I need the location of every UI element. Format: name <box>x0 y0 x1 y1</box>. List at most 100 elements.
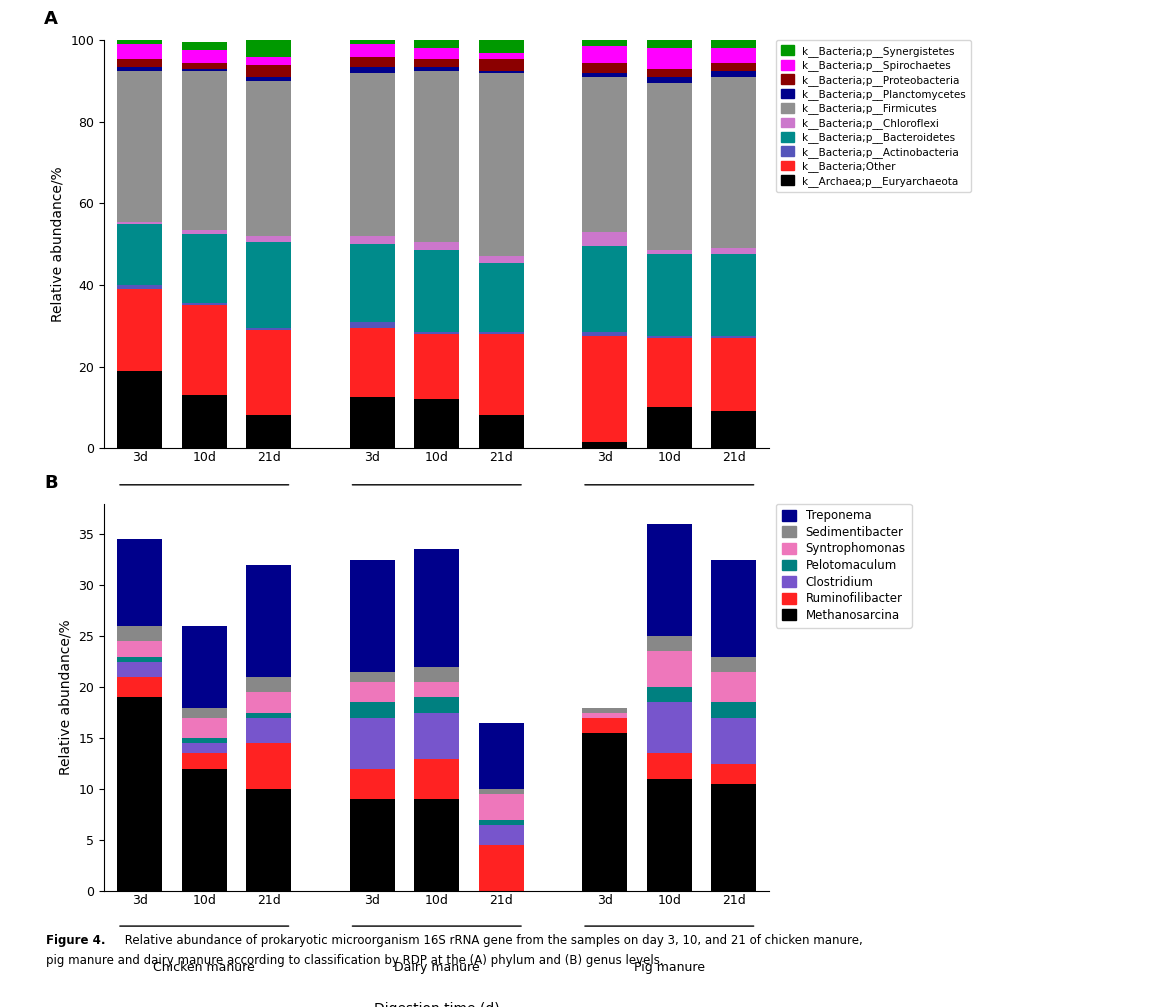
Bar <box>712 784 757 891</box>
Bar <box>647 251 692 255</box>
Bar <box>414 242 459 251</box>
Bar <box>647 703 692 753</box>
Bar <box>246 236 292 242</box>
Text: Dairy manure: Dairy manure <box>393 961 480 974</box>
Text: Pig manure: Pig manure <box>634 522 705 535</box>
Y-axis label: Relative abundance/%: Relative abundance/% <box>51 166 65 322</box>
Bar <box>414 58 459 66</box>
Bar <box>479 257 524 263</box>
Bar <box>712 62 757 70</box>
Text: A: A <box>44 10 58 28</box>
Bar <box>647 40 692 48</box>
Bar <box>349 703 395 718</box>
Bar <box>246 330 292 416</box>
Bar <box>182 753 227 768</box>
Bar <box>712 249 757 255</box>
Bar <box>182 230 227 234</box>
Bar <box>117 539 162 626</box>
Bar <box>414 800 459 891</box>
Bar <box>246 743 292 789</box>
Bar <box>246 82 292 236</box>
Bar <box>647 753 692 779</box>
Bar <box>117 66 162 70</box>
Bar <box>414 550 459 667</box>
Bar <box>712 255 757 336</box>
Bar <box>414 682 459 698</box>
Bar <box>414 48 459 58</box>
Bar <box>414 334 459 399</box>
Bar <box>349 560 395 672</box>
Bar <box>246 77 292 82</box>
Bar <box>479 825 524 845</box>
Bar <box>479 38 524 52</box>
Bar <box>712 560 757 657</box>
Bar <box>647 338 692 407</box>
Bar <box>582 713 627 718</box>
Bar <box>349 682 395 703</box>
Bar <box>349 56 395 66</box>
Bar <box>349 40 395 44</box>
Bar <box>479 820 524 825</box>
Bar <box>182 305 227 395</box>
Bar <box>246 328 292 330</box>
Bar <box>117 285 162 289</box>
Bar <box>246 677 292 692</box>
Bar <box>182 395 227 448</box>
Bar <box>349 73 395 236</box>
Bar <box>182 708 227 718</box>
Bar <box>414 667 459 682</box>
Bar <box>479 723 524 789</box>
Bar <box>246 713 292 718</box>
Bar <box>246 40 292 56</box>
Bar <box>582 442 627 448</box>
Text: Chicken manure: Chicken manure <box>154 961 256 974</box>
Bar <box>182 743 227 753</box>
Bar <box>117 626 162 641</box>
Bar <box>712 412 757 448</box>
Bar <box>349 244 395 321</box>
Bar <box>582 73 627 77</box>
Text: Digestion time (d): Digestion time (d) <box>374 1002 500 1007</box>
Bar <box>582 336 627 442</box>
Bar <box>349 768 395 800</box>
Bar <box>349 397 395 448</box>
Bar <box>647 652 692 687</box>
Bar <box>479 789 524 795</box>
Bar <box>117 641 162 657</box>
Bar <box>647 407 692 448</box>
Bar <box>647 77 692 84</box>
Text: B: B <box>44 474 58 491</box>
Bar <box>414 399 459 448</box>
Bar <box>414 70 459 242</box>
Bar <box>479 73 524 257</box>
Text: Pig manure: Pig manure <box>634 961 705 974</box>
Bar <box>582 247 627 332</box>
Bar <box>414 332 459 334</box>
Bar <box>647 636 692 652</box>
Bar <box>117 224 162 285</box>
Bar <box>246 565 292 677</box>
Bar <box>712 657 757 672</box>
Bar <box>479 416 524 448</box>
Bar <box>117 70 162 222</box>
Bar <box>712 70 757 77</box>
Bar <box>647 84 692 251</box>
Bar <box>414 698 459 713</box>
Legend: Treponema, Sedimentibacter, Syntrophomonas, Pelotomaculum, Clostridium, Ruminofi: Treponema, Sedimentibacter, Syntrophomon… <box>776 504 912 627</box>
Y-axis label: Relative abundance/%: Relative abundance/% <box>59 619 73 775</box>
Bar <box>479 52 524 58</box>
Bar <box>182 234 227 303</box>
Bar <box>582 77 627 232</box>
Bar <box>246 56 292 64</box>
Bar <box>582 62 627 73</box>
Bar <box>182 62 227 68</box>
Bar <box>117 222 162 224</box>
Bar <box>479 334 524 416</box>
Bar <box>479 263 524 332</box>
Bar <box>479 795 524 820</box>
Text: Digestion time (d): Digestion time (d) <box>374 564 500 578</box>
Bar <box>582 708 627 713</box>
Bar <box>712 77 757 249</box>
Bar <box>182 303 227 305</box>
Bar <box>182 50 227 62</box>
